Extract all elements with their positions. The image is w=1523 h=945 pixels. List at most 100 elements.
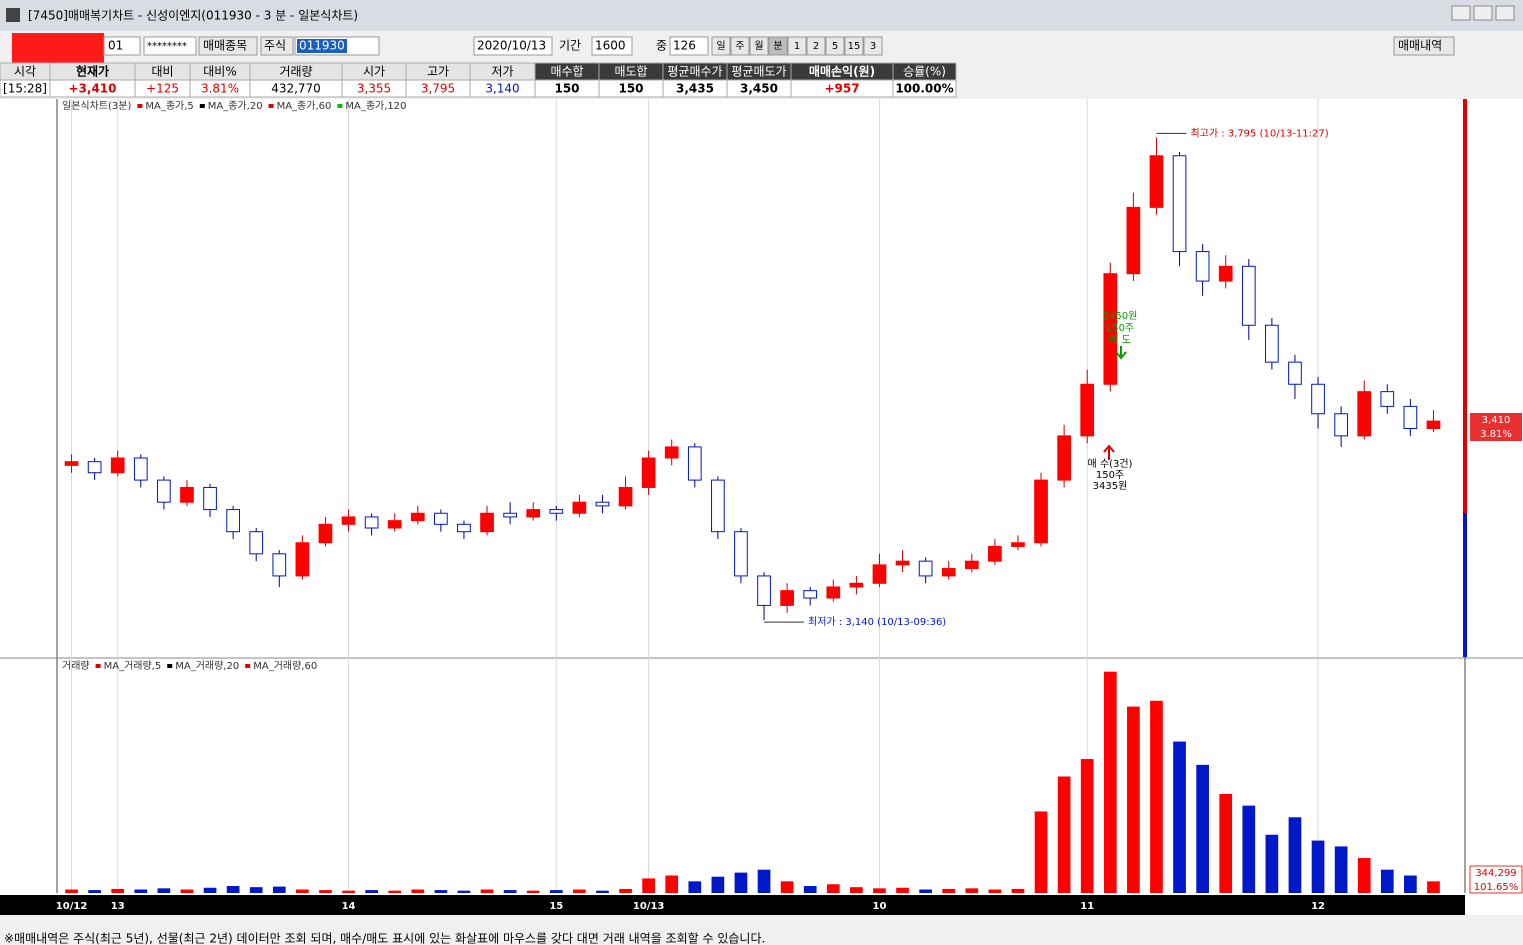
x-tick-label: 12 bbox=[1311, 901, 1325, 912]
buy-arrow bbox=[1103, 444, 1115, 460]
candle-body bbox=[618, 486, 633, 507]
x-axis-band bbox=[0, 895, 1465, 915]
value-text: 150 bbox=[554, 82, 579, 96]
value-cell bbox=[892, 79, 957, 98]
candle-body bbox=[1218, 265, 1233, 282]
last-price-box bbox=[1470, 413, 1522, 441]
value-text: 3.81% bbox=[201, 82, 239, 96]
value-text: 100.00% bbox=[895, 82, 953, 96]
interval-button[interactable] bbox=[768, 36, 788, 56]
interval-button[interactable] bbox=[863, 36, 883, 56]
high-note: 최고가 : 3,795 (10/13-11:27) bbox=[1190, 127, 1328, 139]
close-button[interactable] bbox=[1495, 5, 1515, 21]
header-text: 평균매수가 bbox=[667, 65, 722, 79]
candle-body bbox=[734, 531, 748, 577]
period-field[interactable] bbox=[591, 36, 633, 56]
candle-body bbox=[780, 590, 794, 606]
candle-body bbox=[595, 501, 610, 507]
interval-label: 5 bbox=[832, 41, 838, 52]
candle-body bbox=[318, 523, 333, 544]
volume-bar bbox=[434, 890, 448, 893]
window-controls[interactable] bbox=[1451, 5, 1515, 21]
app-icon bbox=[6, 8, 20, 22]
sell-note: 3450원 bbox=[1103, 310, 1138, 322]
candle-body bbox=[295, 542, 310, 577]
x-tick-label: 11 bbox=[1080, 901, 1094, 912]
volume-bar bbox=[942, 888, 956, 893]
interval-button[interactable] bbox=[787, 36, 807, 56]
candle-body bbox=[64, 461, 79, 466]
x-tick-label: 10 bbox=[872, 901, 886, 912]
header-text: 시각 bbox=[14, 65, 36, 79]
buy-note: 매 수(3건) bbox=[1088, 458, 1133, 470]
position-bar-down bbox=[1463, 513, 1467, 657]
interval-button[interactable] bbox=[749, 36, 769, 56]
volume-bar bbox=[1242, 805, 1256, 893]
plot: 10/12 13 14 15 10/13 10 11 12 일본식차트(3분) MA_종가,5 MA… bbox=[56, 99, 1523, 912]
volume-bar bbox=[411, 889, 425, 893]
header-text: 현재가 bbox=[76, 64, 109, 79]
candle-body bbox=[364, 516, 379, 529]
summary-table: 시각 [15:28] 현재가 +3,410 대비 +125 대비% 3.81% 거래량 432,7… bbox=[0, 62, 957, 98]
candle-body bbox=[757, 575, 771, 606]
code: 011930 bbox=[299, 39, 345, 53]
sell-note: 매 도 bbox=[1109, 334, 1131, 346]
value-text: [15:28] bbox=[3, 82, 47, 96]
count: 126 bbox=[673, 39, 696, 53]
account-field[interactable] bbox=[103, 36, 141, 56]
password: ******** bbox=[147, 41, 187, 52]
window-title: [7450]매매복기차트 - 신성이엔지(011930 - 3 분 - 일본식차… bbox=[28, 9, 358, 23]
date: 2020/10/13 bbox=[477, 39, 546, 53]
minimize-button[interactable] bbox=[1451, 5, 1471, 21]
interval-button[interactable] bbox=[806, 36, 826, 56]
maximize-button[interactable] bbox=[1473, 5, 1493, 21]
candle-body bbox=[1426, 420, 1441, 429]
volume-bar bbox=[365, 890, 378, 893]
interval-buttons: 일 주 월 분 1 2 5 15 3 bbox=[711, 36, 883, 56]
interval-label: 분 bbox=[773, 40, 782, 52]
candle-body bbox=[1195, 251, 1210, 282]
legend-item: MA_종가,120 bbox=[345, 100, 406, 112]
candle-body bbox=[664, 446, 679, 459]
status-bar bbox=[0, 917, 1523, 945]
interval-button[interactable] bbox=[730, 36, 750, 56]
volume-bar bbox=[203, 887, 217, 893]
volume-bar bbox=[1288, 817, 1302, 893]
market: 주식 bbox=[264, 39, 286, 53]
count-field[interactable] bbox=[669, 36, 709, 56]
interval-label: 일 bbox=[716, 40, 725, 52]
interval-button[interactable] bbox=[844, 36, 864, 56]
candle-body bbox=[803, 590, 818, 599]
volume-bar bbox=[780, 881, 794, 893]
header-text: 고가 bbox=[427, 65, 449, 79]
low-note: 최저가 : 3,140 (10/13-09:36) bbox=[808, 616, 946, 628]
password-field[interactable] bbox=[143, 36, 197, 56]
volume-bar bbox=[988, 889, 1002, 893]
chart-bg bbox=[0, 99, 1523, 915]
candle-body bbox=[226, 509, 240, 533]
volume-bar bbox=[1357, 858, 1371, 893]
date-field[interactable] bbox=[473, 36, 553, 56]
market-button[interactable] bbox=[260, 36, 294, 56]
stock-button[interactable] bbox=[198, 36, 258, 56]
volume-last-box bbox=[1469, 865, 1523, 894]
candle-body bbox=[872, 564, 887, 584]
volume-bar bbox=[665, 875, 679, 893]
candle-body bbox=[457, 523, 471, 533]
volume-bar bbox=[1034, 811, 1048, 893]
history-button[interactable] bbox=[1393, 36, 1455, 56]
candle-body bbox=[826, 586, 841, 599]
candle-body bbox=[480, 512, 494, 533]
candle-body bbox=[503, 512, 517, 518]
volume-bar bbox=[688, 881, 702, 893]
toolbar: 01 ******** 매매종목 주식 011930 2020/10/13 기간… bbox=[12, 33, 1455, 63]
volume-bar bbox=[896, 887, 909, 893]
volume-bar bbox=[1265, 834, 1279, 893]
candle-body bbox=[549, 509, 564, 514]
interval-button[interactable] bbox=[711, 36, 731, 56]
interval-button[interactable] bbox=[825, 36, 845, 56]
volume-bar bbox=[573, 889, 586, 893]
volume-bar bbox=[526, 890, 540, 893]
volume-bar bbox=[1404, 875, 1417, 893]
volume-bar bbox=[642, 878, 655, 893]
